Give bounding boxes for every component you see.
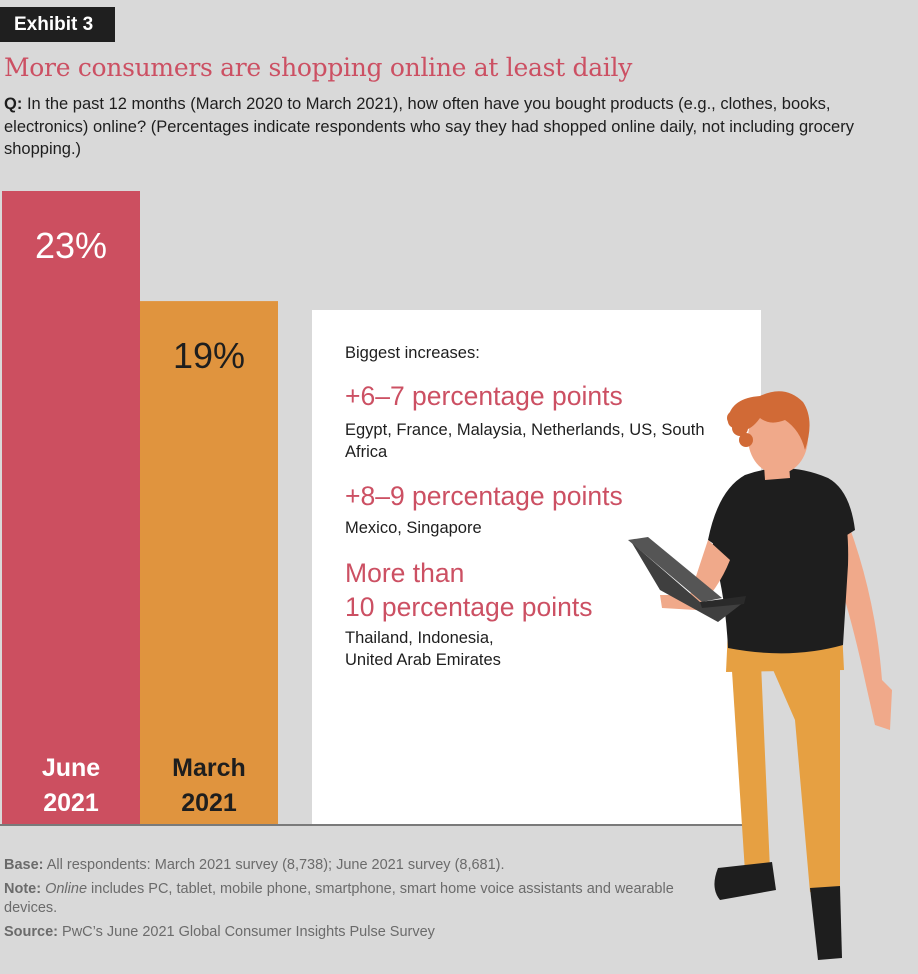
- base-note: Base: All respondents: March 2021 survey…: [4, 856, 704, 875]
- increase-label-10-plus-line1: More than: [345, 558, 465, 588]
- person-with-laptop-illustration: [628, 391, 892, 960]
- bar-value-label-0: 23%: [35, 225, 107, 266]
- online-note-label: Note:: [4, 881, 42, 897]
- panel-heading: Biggest increases:: [345, 344, 480, 362]
- online-note: Note: Online includes PC, tablet, mobile…: [4, 880, 704, 918]
- bar-1: [140, 301, 278, 825]
- source-note-text: PwC’s June 2021 Global Consumer Insights…: [62, 924, 435, 940]
- increase-label-10-plus-line2: 10 percentage points: [345, 592, 593, 622]
- bar-chart: 23% June 2021 19% March 2021: [2, 191, 278, 825]
- chart-baseline: [0, 824, 760, 826]
- category-label-0-line-0: June: [42, 754, 100, 782]
- category-label-1-line-1: 2021: [181, 789, 237, 817]
- increase-label-6-7: +6–7 percentage points: [345, 381, 623, 411]
- online-note-text: includes PC, tablet, mobile phone, smart…: [4, 881, 674, 916]
- countries-10-plus: Thailand, Indonesia, United Arab Emirate…: [345, 627, 705, 671]
- countries-10-plus-line2: United Arab Emirates: [345, 651, 501, 669]
- source-note: Source: PwC’s June 2021 Global Consumer …: [4, 923, 704, 942]
- online-note-italic: Online: [45, 881, 88, 897]
- exhibit-label: Exhibit 3: [0, 7, 115, 42]
- countries-6-7: Egypt, France, Malaysia, Netherlands, US…: [345, 421, 705, 461]
- question-body: In the past 12 months (March 2020 to Mar…: [4, 95, 854, 158]
- category-label-0-line-1: 2021: [43, 789, 99, 817]
- base-note-label: Base:: [4, 857, 44, 873]
- source-note-label: Source:: [4, 924, 58, 940]
- base-note-text: All respondents: March 2021 survey (8,73…: [46, 857, 505, 873]
- increase-label-10-plus: More than 10 percentage points: [345, 556, 705, 624]
- increase-label-8-9: +8–9 percentage points: [345, 481, 623, 511]
- footnotes: Base: All respondents: March 2021 survey…: [4, 856, 704, 947]
- question-text: Q: In the past 12 months (March 2020 to …: [4, 93, 904, 161]
- countries-8-9: Mexico, Singapore: [345, 519, 482, 537]
- chart-title: More consumers are shopping online at le…: [4, 53, 633, 82]
- countries-10-plus-line1: Thailand, Indonesia,: [345, 629, 494, 647]
- bar-0: [2, 191, 140, 824]
- bar-value-label-1: 19%: [173, 335, 245, 376]
- category-label-1-line-0: March: [172, 754, 246, 782]
- question-prefix: Q:: [4, 95, 23, 113]
- increases-panel: Biggest increases: +6–7 percentage point…: [312, 310, 761, 824]
